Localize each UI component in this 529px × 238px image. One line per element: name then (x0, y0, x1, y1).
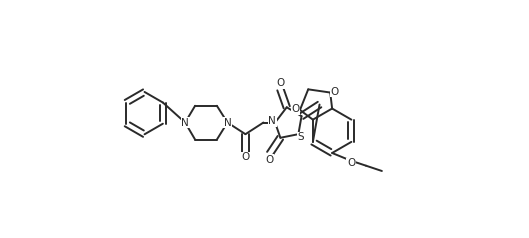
Text: O: O (266, 154, 274, 164)
Text: O: O (347, 158, 355, 168)
Text: N: N (224, 118, 231, 128)
Text: N: N (181, 118, 189, 128)
Text: O: O (276, 78, 285, 88)
Text: S: S (297, 132, 304, 142)
Text: N: N (268, 116, 276, 126)
Text: O: O (291, 104, 300, 114)
Text: O: O (241, 153, 250, 163)
Text: O: O (330, 87, 339, 97)
